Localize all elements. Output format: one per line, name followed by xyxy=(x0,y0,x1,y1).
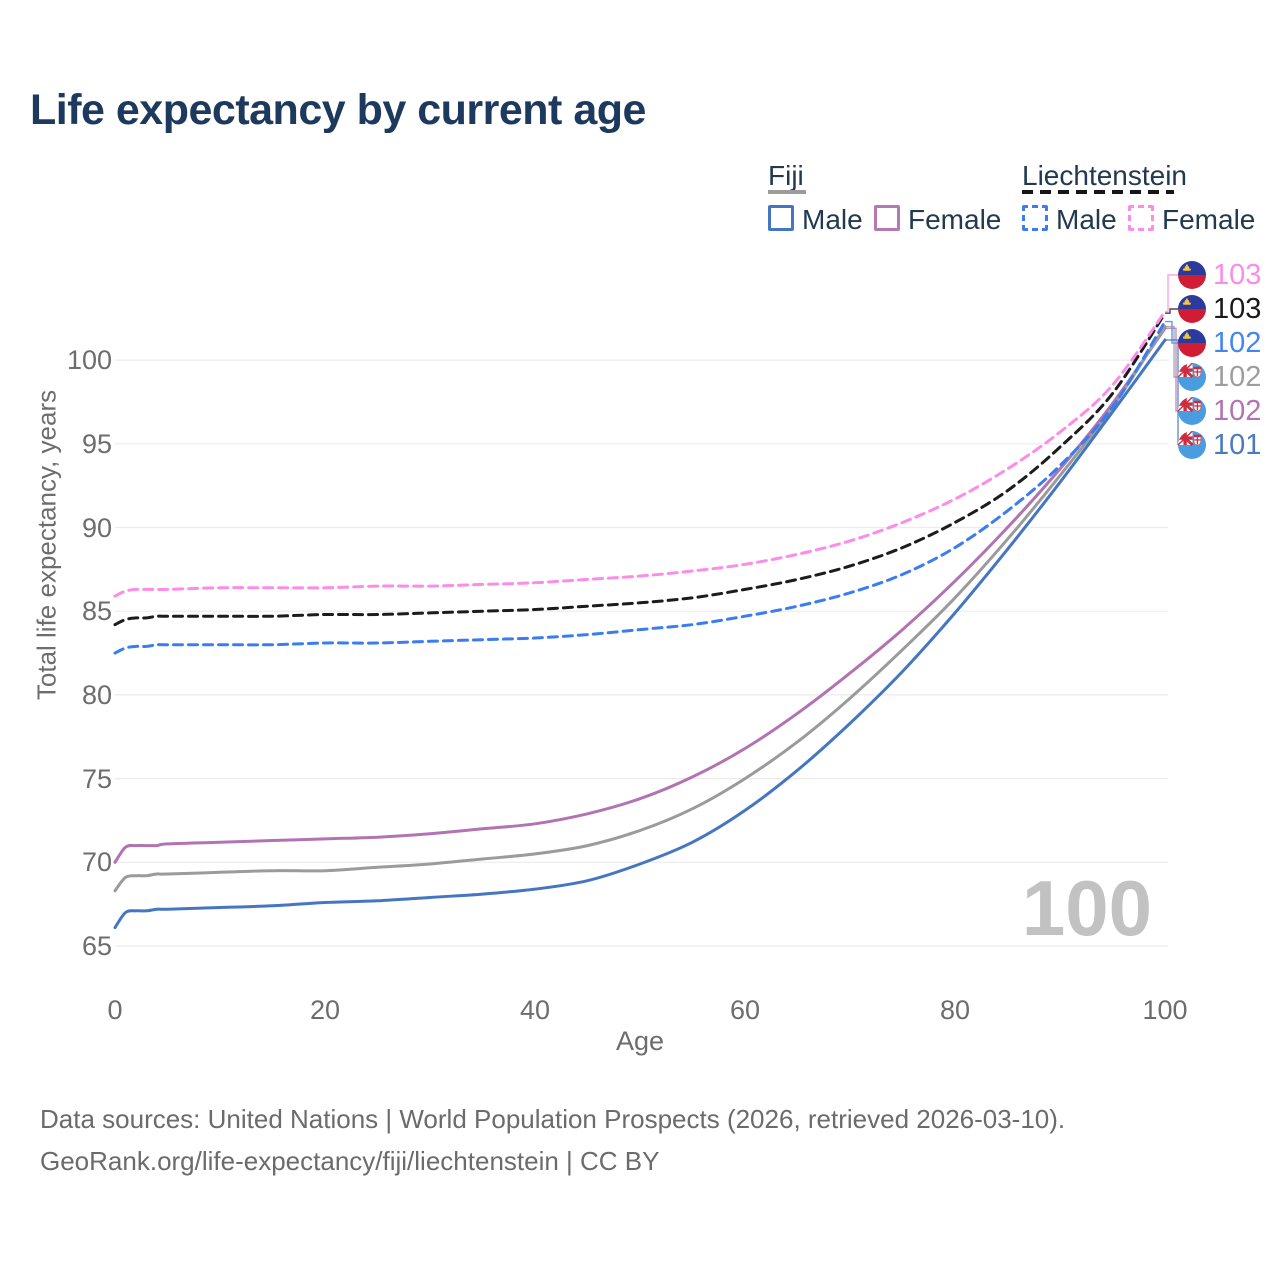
x-tick-label: 0 xyxy=(107,995,123,1025)
end-label-value: 103 xyxy=(1213,259,1262,291)
legend-label-fiji-female[interactable]: Female xyxy=(908,204,1002,235)
series-line-liechtenstein-male[interactable] xyxy=(113,320,1167,655)
page-title: Life expectancy by current age xyxy=(30,86,646,134)
y-tick-label: 65 xyxy=(81,931,112,961)
end-label-liechtenstein-male: 102 xyxy=(1178,327,1262,359)
end-label-value: 101 xyxy=(1213,429,1262,461)
leader-line xyxy=(1165,327,1178,412)
series-line-liechtenstein-both-sexes[interactable] xyxy=(113,311,1167,627)
hover-age-watermark: 100 xyxy=(1021,864,1153,952)
legend-swatch-liechtenstein-male[interactable] xyxy=(1022,205,1048,231)
end-label-value: 102 xyxy=(1213,395,1262,427)
series-line-liechtenstein-female[interactable] xyxy=(113,310,1167,598)
series-line-fiji-female[interactable] xyxy=(113,326,1167,864)
flag-fiji-icon xyxy=(1178,431,1206,459)
flag-fiji-icon xyxy=(1178,363,1206,391)
leader-line xyxy=(1165,320,1178,344)
y-tick-label: 75 xyxy=(81,763,112,794)
series-line-fiji-male[interactable] xyxy=(113,338,1167,930)
legend-swatch-fiji-female[interactable] xyxy=(874,205,900,231)
end-label-fiji-male: 101 xyxy=(1178,429,1262,461)
legend-group-liechtenstein[interactable]: Liechtenstein xyxy=(1022,160,1188,191)
y-tick-label: 100 xyxy=(66,345,112,376)
x-tick-label: 20 xyxy=(309,995,341,1025)
end-label-value: 102 xyxy=(1213,327,1262,359)
footer-source-line: Data sources: United Nations | World Pop… xyxy=(40,1104,1066,1134)
legend-swatch-liechtenstein-female[interactable] xyxy=(1128,205,1154,231)
end-label-fiji-female: 102 xyxy=(1178,395,1262,427)
x-axis-title: Age xyxy=(615,1026,665,1056)
flag-liechtenstein-icon xyxy=(1178,329,1206,357)
legend-label-fiji-male[interactable]: Male xyxy=(802,204,863,235)
legend-swatch-fiji-male[interactable] xyxy=(768,205,794,231)
legend-underline-liechtenstein xyxy=(1022,190,1174,194)
legend-underline-fiji xyxy=(768,190,806,194)
x-tick-label: 40 xyxy=(519,995,551,1025)
end-label-liechtenstein-female: 103 xyxy=(1178,259,1262,291)
end-label-fiji-both-sexes: 102 xyxy=(1178,361,1262,393)
y-tick-label: 70 xyxy=(81,847,112,878)
series-line-fiji-both-sexes[interactable] xyxy=(113,325,1167,893)
legend-label-liechtenstein-male[interactable]: Male xyxy=(1056,204,1117,235)
footer-url-line: GeoRank.org/life-expectancy/fiji/liechte… xyxy=(40,1146,660,1176)
leader-line xyxy=(1165,339,1179,445)
legend-label-liechtenstein-female[interactable]: Female xyxy=(1162,204,1256,235)
legend-group-fiji[interactable]: Fiji xyxy=(768,160,804,191)
x-tick-label: 60 xyxy=(729,995,761,1025)
end-label-liechtenstein-both-sexes: 103 xyxy=(1178,293,1262,325)
leader-line xyxy=(1165,274,1178,313)
flag-liechtenstein-icon xyxy=(1178,261,1206,289)
x-tick-label: 100 xyxy=(1142,995,1188,1025)
leader-line xyxy=(1165,308,1178,314)
y-tick-label: 85 xyxy=(81,596,112,627)
flag-liechtenstein-icon xyxy=(1178,295,1206,323)
x-tick-label: 80 xyxy=(939,995,971,1025)
y-tick-label: 80 xyxy=(81,679,112,710)
flag-fiji-icon xyxy=(1178,397,1206,425)
end-label-value: 102 xyxy=(1213,361,1262,393)
end-label-value: 103 xyxy=(1213,293,1262,325)
line-chart-plot[interactable] xyxy=(100,260,1280,980)
y-tick-label: 90 xyxy=(81,512,112,543)
y-tick-label: 95 xyxy=(81,428,112,459)
